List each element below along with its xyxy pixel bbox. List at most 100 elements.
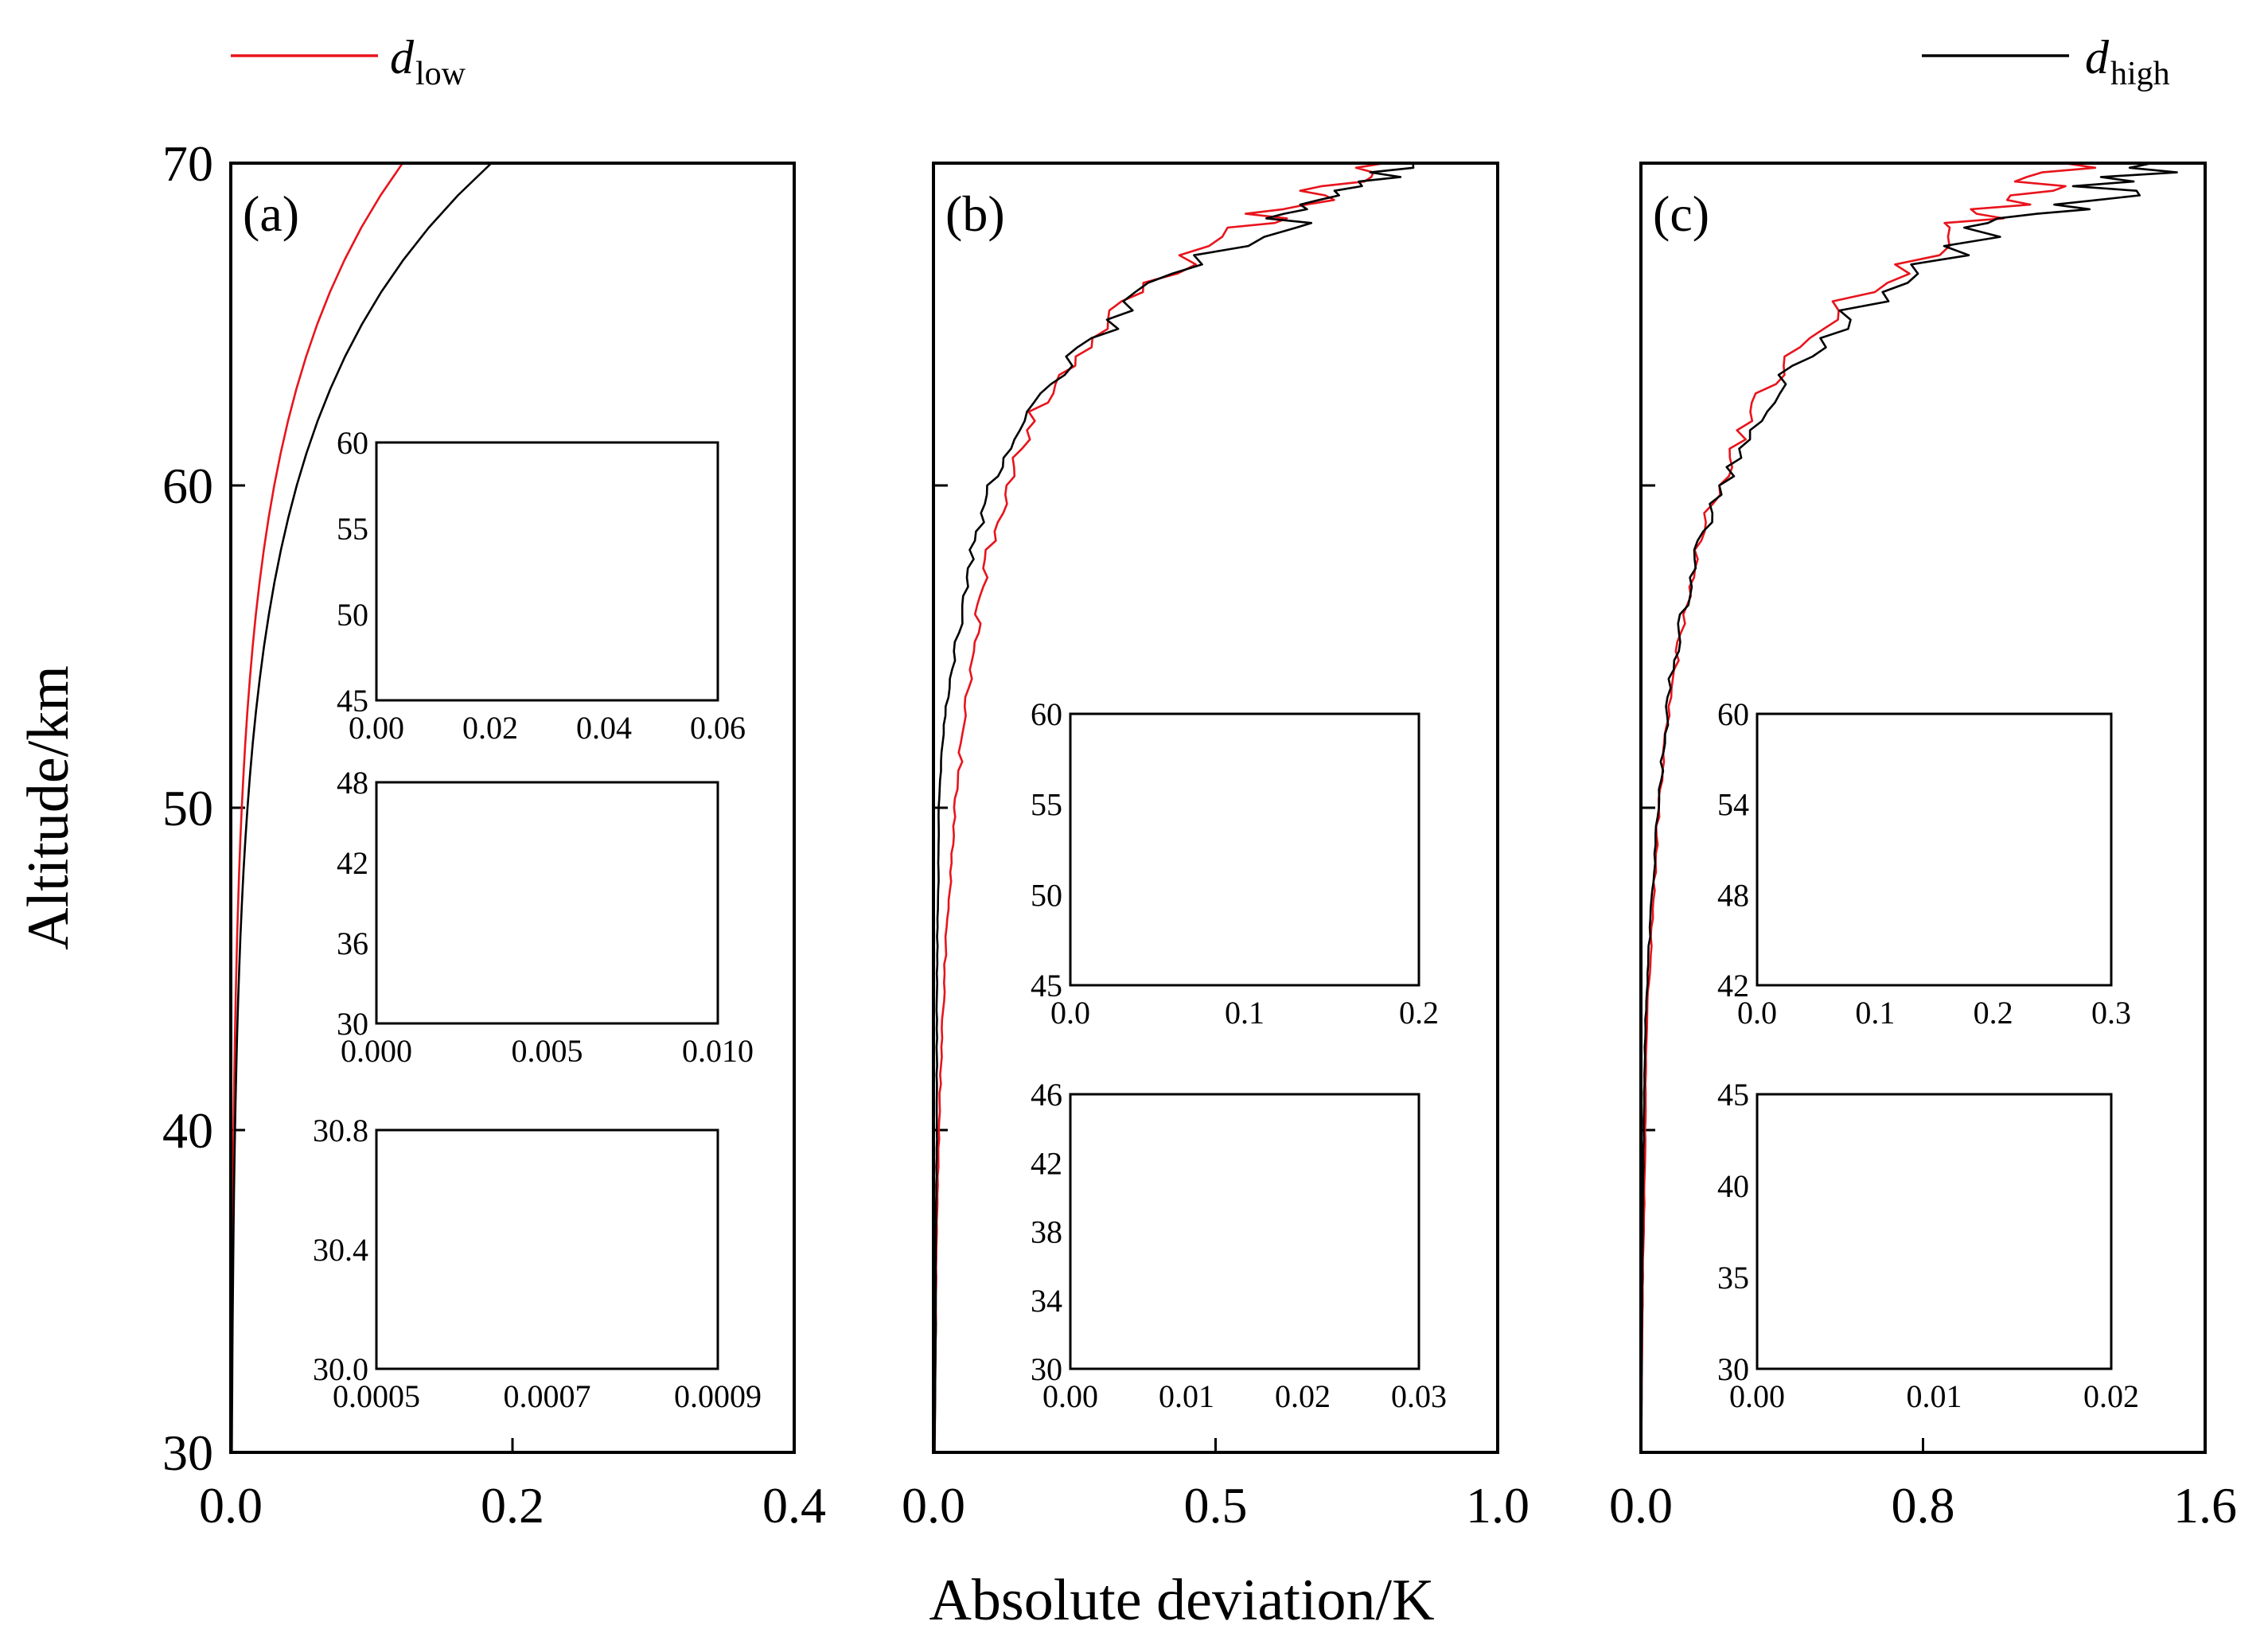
panel-2-inset-1-frame	[1756, 1093, 2113, 1370]
panel-2-series-group	[1641, 163, 2178, 1452]
panel-1-x-tick-label: 0.0	[902, 1477, 965, 1534]
panel-2-inset-0-y-tick-label: 48	[1717, 877, 1749, 913]
panel-2-inset-0-frame	[1756, 712, 2113, 987]
legend-low-sub: low	[415, 56, 466, 92]
panel-0-inset-2-frame	[375, 1128, 719, 1370]
panel-2-inset-1-y-tick-label: 45	[1717, 1077, 1749, 1113]
panel-0-inset-1-y-tick-label: 30	[337, 1006, 368, 1042]
panel-0-inset-0-x-tick-label: 0.06	[690, 710, 746, 746]
panel-0-y-tick-label: 70	[162, 135, 213, 192]
panel-0-y-tick-label: 40	[162, 1102, 213, 1159]
panel-0-inset-2-x-tick-label: 0.0009	[674, 1378, 762, 1414]
panel-1-x-tick-label: 0.5	[1184, 1477, 1248, 1534]
svg-text:dhigh: dhigh	[2085, 31, 2170, 92]
legend-low: dlow	[231, 31, 466, 92]
panel-2-x-tick-label: 0.8	[1892, 1477, 1955, 1534]
panel-1-series-d_high	[933, 163, 1415, 1452]
x-axis-title: Absolute deviation/K	[929, 1568, 1434, 1633]
legend-high: dhigh	[1922, 31, 2170, 92]
panel-0-x-tick-label: 0.0	[199, 1477, 263, 1534]
panel-2-inset-1-x-tick-label: 0.01	[1907, 1378, 1962, 1414]
panel-1-inset-0-y-tick-label: 60	[1031, 696, 1062, 732]
panel-1-label: (b)	[945, 185, 1005, 242]
panel-0-inset-1: 0.000 0.005 0.010 30 36 42 48	[337, 765, 754, 1069]
panel-2-label: (c)	[1653, 185, 1709, 242]
panel-0-inset-0-y-tick-label: 55	[337, 511, 368, 547]
panel-1-inset-1-x-tick-label: 0.00	[1042, 1378, 1098, 1414]
plot-area: 0.0 0.2 0.4 30 40 50 60 70 (a) 0.00 0.02 0.04 0.06 45…	[162, 135, 2237, 1534]
panel-1-inset-1-y-tick-label: 38	[1031, 1214, 1062, 1250]
panel-0-inset-1-y-tick-label: 48	[337, 765, 368, 801]
panel-2-series-d_high	[1641, 163, 2178, 1452]
panel-2: 0.0 0.8 1.6 (c) 0.0 0.1 0.2 0.3 42 48 54 60 0.00 0.01…	[1609, 162, 2237, 1534]
panel-0-inset-2-x-tick-label: 0.0005	[333, 1378, 420, 1414]
panel-1-inset-1-x-tick-label: 0.02	[1275, 1378, 1331, 1414]
panel-1-x-tick-label: 1.0	[1466, 1477, 1530, 1534]
panel-0-label: (a)	[243, 185, 299, 242]
panel-1-inset-0-x-tick-label: 0.1	[1225, 995, 1265, 1031]
panel-1-series-group	[933, 163, 1415, 1452]
panel-1-inset-1-y-tick-label: 42	[1031, 1145, 1062, 1181]
panel-1-inset-1-x-tick-label: 0.03	[1391, 1378, 1447, 1414]
panel-1-inset-1: 0.00 0.01 0.02 0.03 30 34 38 42 46	[1031, 1077, 1447, 1414]
panel-1-inset-0: 0.0 0.1 0.2 45 50 55 60	[1031, 696, 1439, 1031]
panel-0-frame	[229, 162, 796, 1454]
panel-0-inset-1-x-tick-label: 0.000	[341, 1033, 412, 1069]
panel-2-inset-0-y-tick-label: 42	[1717, 968, 1749, 1004]
panel-2-inset-0-y-tick-label: 60	[1717, 696, 1749, 732]
panel-2-inset-1-x-tick-label: 0.02	[2083, 1378, 2139, 1414]
panel-2-inset-1-y-tick-label: 40	[1717, 1168, 1749, 1204]
panel-2-frame	[1639, 162, 2207, 1454]
panel-0-series-group	[231, 163, 493, 1452]
panel-2-inset-0-x-tick-label: 0.3	[2091, 995, 2131, 1031]
panel-0-inset-0-x-tick-label: 0.02	[462, 710, 518, 746]
panel-0-inset-2-y-tick-label: 30.4	[313, 1232, 368, 1268]
panel-0-inset-0-frame	[375, 441, 719, 702]
panel-0-series-d_high	[231, 163, 493, 1452]
panel-0-y-tick-label: 50	[162, 780, 213, 836]
panel-0-x-tick-label: 0.4	[762, 1477, 826, 1534]
panel-0-inset-1-frame	[375, 781, 719, 1025]
panel-1-inset-0-y-tick-label: 45	[1031, 968, 1062, 1004]
panel-2-inset-0-y-tick-label: 54	[1717, 787, 1749, 823]
panel-2-x-tick-label: 1.6	[2173, 1477, 2237, 1534]
panel-2-inset-1-x-tick-label: 0.00	[1729, 1378, 1785, 1414]
panel-0-inset-1-x-tick-label: 0.010	[682, 1033, 754, 1069]
panel-1-inset-0-frame	[1069, 712, 1420, 987]
panel-1-inset-0-x-tick-label: 0.0	[1050, 995, 1090, 1031]
panel-1-inset-0-x-tick-label: 0.2	[1399, 995, 1439, 1031]
panel-2-inset-0-x-tick-label: 0.2	[1974, 995, 2013, 1031]
panel-2-inset-0-x-tick-label: 0.0	[1737, 995, 1777, 1031]
panel-2-inset-1: 0.00 0.01 0.02 30 35 40 45	[1717, 1077, 2139, 1414]
panel-0-inset-0-x-tick-label: 0.04	[576, 710, 632, 746]
panel-2-inset-0: 0.0 0.1 0.2 0.3 42 48 54 60	[1717, 696, 2131, 1031]
panel-0-inset-0: 0.00 0.02 0.04 0.06 45 50 55 60	[337, 425, 746, 746]
panel-2-inset-1-y-tick-label: 35	[1717, 1260, 1749, 1296]
panel-0-inset-2-y-tick-label: 30.8	[313, 1113, 368, 1148]
panel-1-inset-1-frame	[1069, 1093, 1420, 1370]
panel-0-inset-1-x-tick-label: 0.005	[512, 1033, 583, 1069]
panel-0-y-tick-label: 60	[162, 458, 213, 514]
panel-1-inset-0-y-tick-label: 50	[1031, 877, 1062, 913]
panel-1-inset-0-y-tick-label: 55	[1031, 787, 1062, 823]
panel-1-inset-1-y-tick-label: 30	[1031, 1351, 1062, 1387]
panel-2-inset-0-x-tick-label: 0.1	[1855, 995, 1895, 1031]
panel-0-inset-0-y-tick-label: 45	[337, 683, 368, 719]
y-axis-title: Altitude/km	[16, 665, 81, 950]
panel-0-x-tick-label: 0.2	[481, 1477, 544, 1534]
panel-0: 0.0 0.2 0.4 30 40 50 60 70 (a) 0.00 0.02 0.04 0.06 45…	[162, 135, 826, 1534]
panel-0-inset-2: 0.0005 0.0007 0.0009 30.0 30.4 30.8	[313, 1113, 762, 1414]
legend-high-main: d	[2085, 31, 2110, 84]
panel-0-inset-0-x-tick-label: 0.00	[349, 710, 404, 746]
panel-0-inset-2-y-tick-label: 30.0	[313, 1351, 368, 1387]
panel-2-inset-1-y-tick-label: 30	[1717, 1351, 1749, 1387]
panel-1-frame	[932, 162, 1499, 1454]
panel-0-inset-0-y-tick-label: 50	[337, 597, 368, 633]
panel-1-inset-1-y-tick-label: 46	[1031, 1077, 1062, 1113]
panel-0-inset-1-y-tick-label: 42	[337, 845, 368, 881]
legend-high-sub: high	[2110, 56, 2170, 92]
panel-0-y-tick-label: 30	[162, 1425, 213, 1481]
panel-1-inset-1-y-tick-label: 34	[1031, 1283, 1062, 1319]
